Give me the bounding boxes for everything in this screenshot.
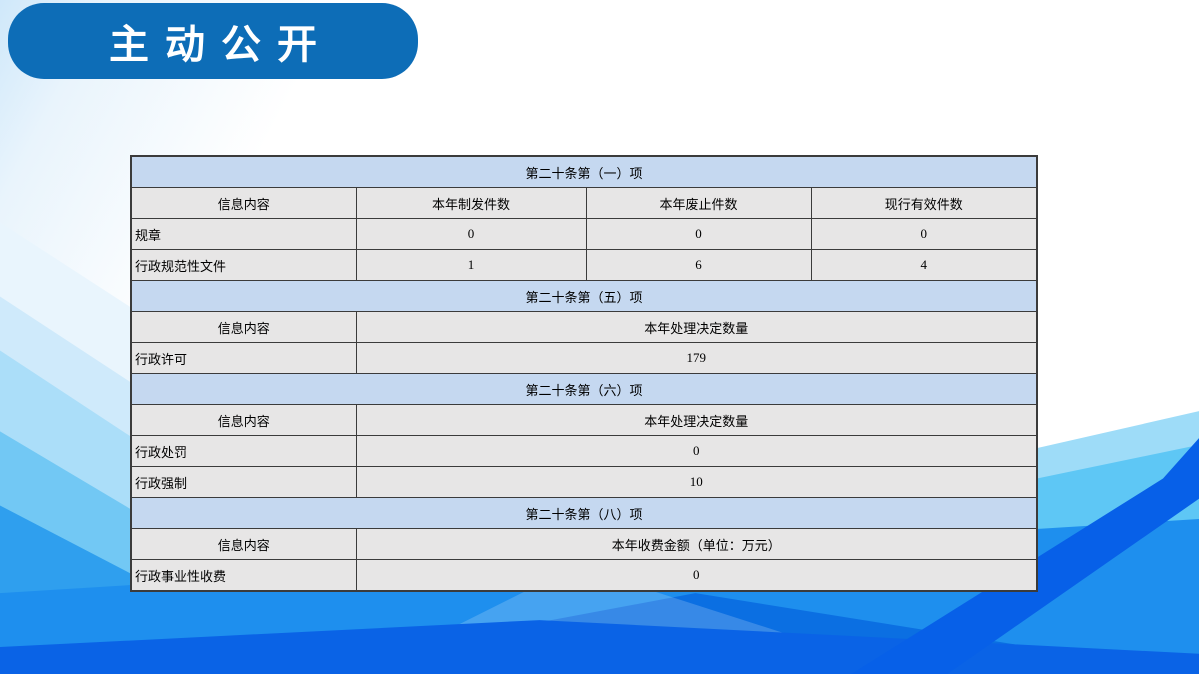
header-row: 信息内容 本年处理决定数量 bbox=[130, 404, 1038, 436]
column-header: 信息内容 bbox=[130, 311, 357, 343]
disclosure-table: 第二十条第（一）项 信息内容 本年制发件数 本年废止件数 现行有效件数 规章 0… bbox=[130, 155, 1039, 592]
title-badge: 主动公开 bbox=[8, 3, 418, 79]
value-cell: 1 bbox=[355, 249, 587, 281]
value-cell: 179 bbox=[355, 342, 1038, 374]
value-cell: 0 bbox=[355, 435, 1038, 467]
column-header: 现行有效件数 bbox=[810, 187, 1038, 219]
value-cell: 6 bbox=[585, 249, 812, 281]
row-label: 行政强制 bbox=[130, 466, 357, 498]
table-row: 行政事业性收费 0 bbox=[130, 559, 1038, 592]
value-cell: 0 bbox=[355, 218, 587, 250]
header-row: 信息内容 本年处理决定数量 bbox=[130, 311, 1038, 343]
table-row: 规章 0 0 0 bbox=[130, 218, 1038, 250]
column-header: 信息内容 bbox=[130, 187, 357, 219]
column-header: 信息内容 bbox=[130, 404, 357, 436]
value-cell: 0 bbox=[810, 218, 1038, 250]
section-title: 第二十条第（一）项 bbox=[130, 155, 1038, 188]
row-label: 行政处罚 bbox=[130, 435, 357, 467]
column-header: 信息内容 bbox=[130, 528, 357, 560]
section-row: 第二十条第（一）项 bbox=[130, 155, 1038, 188]
page-title: 主动公开 bbox=[109, 23, 333, 67]
table-row: 行政规范性文件 1 6 4 bbox=[130, 249, 1038, 281]
column-header: 本年处理决定数量 bbox=[355, 311, 1038, 343]
section-row: 第二十条第（八）项 bbox=[130, 497, 1038, 529]
value-cell: 10 bbox=[355, 466, 1038, 498]
row-label: 行政规范性文件 bbox=[130, 249, 357, 281]
column-header: 本年处理决定数量 bbox=[355, 404, 1038, 436]
section-title: 第二十条第（八）项 bbox=[130, 497, 1038, 529]
row-label: 行政事业性收费 bbox=[130, 559, 357, 592]
table-row: 行政强制 10 bbox=[130, 466, 1038, 498]
table-row: 行政许可 179 bbox=[130, 342, 1038, 374]
value-cell: 4 bbox=[810, 249, 1038, 281]
value-cell: 0 bbox=[585, 218, 812, 250]
table-row: 行政处罚 0 bbox=[130, 435, 1038, 467]
column-header: 本年废止件数 bbox=[585, 187, 812, 219]
header-row: 信息内容 本年制发件数 本年废止件数 现行有效件数 bbox=[130, 187, 1038, 219]
section-row: 第二十条第（六）项 bbox=[130, 373, 1038, 405]
column-header: 本年收费金额（单位：万元） bbox=[355, 528, 1038, 560]
value-cell: 0 bbox=[355, 559, 1038, 592]
header-row: 信息内容 本年收费金额（单位：万元） bbox=[130, 528, 1038, 560]
section-row: 第二十条第（五）项 bbox=[130, 280, 1038, 312]
row-label: 规章 bbox=[130, 218, 357, 250]
section-title: 第二十条第（五）项 bbox=[130, 280, 1038, 312]
section-title: 第二十条第（六）项 bbox=[130, 373, 1038, 405]
row-label: 行政许可 bbox=[130, 342, 357, 374]
column-header: 本年制发件数 bbox=[355, 187, 587, 219]
